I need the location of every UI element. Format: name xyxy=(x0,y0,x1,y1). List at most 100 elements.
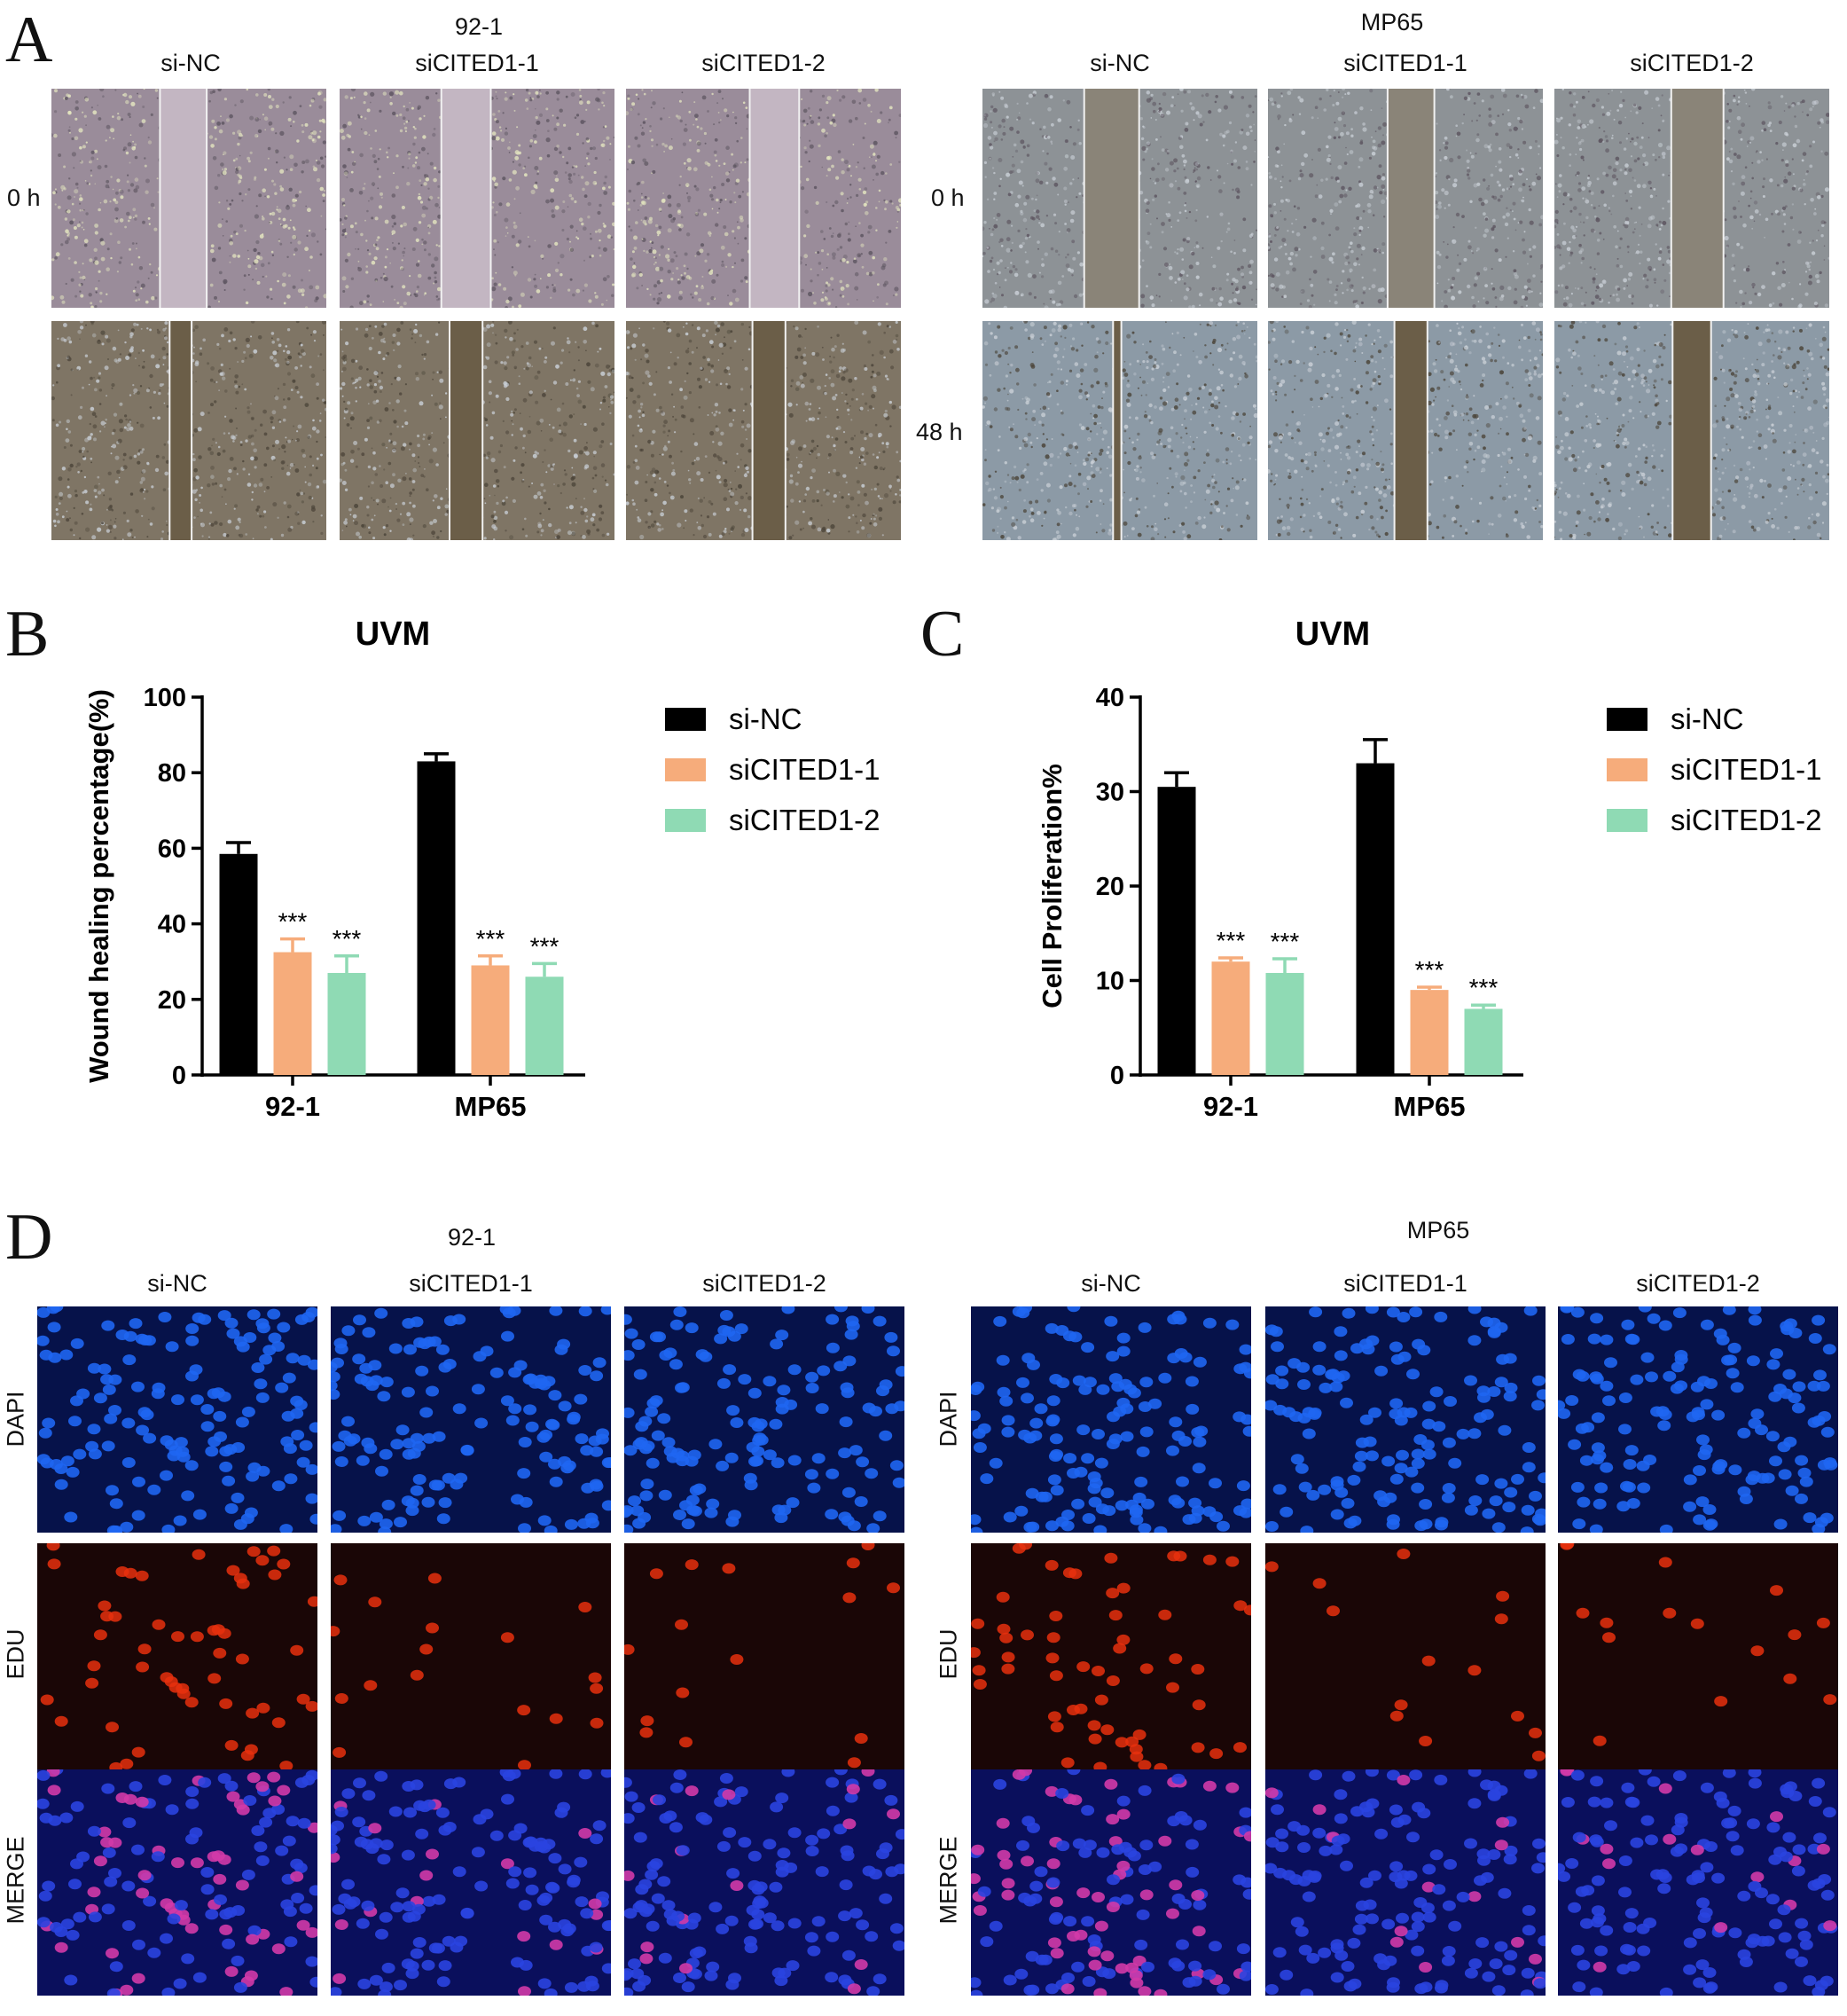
fluorescence-image-mp65-sicited1-2-dapi xyxy=(1558,1306,1838,1533)
fluorescence-image-mp65-si-nc-edu xyxy=(971,1543,1251,1769)
significance-stars: *** xyxy=(530,932,560,960)
wound-image-92-1-si-nc-0h xyxy=(51,89,326,308)
wound-image-92-1-si-nc-48h xyxy=(51,321,326,540)
panel-d-mp65-col-sicited1-2: siCITED1-2 xyxy=(1636,1270,1760,1297)
panel-d-92-1-row-dapi: DAPI xyxy=(2,1391,29,1447)
panel-a-92-1-col-si-nc: si-NC xyxy=(160,50,221,76)
legend-label: siCITED1-1 xyxy=(729,753,880,786)
y-axis-label: Cell Proliferation% xyxy=(1037,764,1068,1008)
wound-image-92-1-sicited1-2-0h xyxy=(626,89,901,308)
significance-stars: *** xyxy=(333,925,362,953)
panel-d-mp65-row-edu: EDU xyxy=(935,1628,962,1680)
panel-c-letter: C xyxy=(920,598,965,671)
y-tick-label: 80 xyxy=(158,759,186,788)
chart-title: UVM xyxy=(1295,616,1370,653)
panel-b-letter: B xyxy=(5,598,50,671)
panel-a-mp65-row-48h: 48 h xyxy=(916,419,963,445)
y-axis-label: Wound healing percentage(%) xyxy=(83,689,114,1083)
panel-d-mp65-row-dapi: DAPI xyxy=(935,1391,962,1447)
fluorescence-image-mp65-si-nc-merge xyxy=(971,1769,1251,1996)
chart-title: UVM xyxy=(356,616,430,653)
y-tick-label: 10 xyxy=(1096,968,1124,996)
bar xyxy=(273,952,312,1075)
fluorescence-image-92-1-sicited1-1-dapi xyxy=(331,1306,611,1533)
legend-label: si-NC xyxy=(729,702,802,735)
panel-b-bar-chart: UVM Wound healing percentage(%) 0 20 40 60 80 1… xyxy=(83,616,880,1122)
legend-swatch xyxy=(665,708,706,731)
fluorescence-image-92-1-si-nc-dapi xyxy=(37,1306,317,1533)
panel-a-mp65-col-sicited1-2: siCITED1-2 xyxy=(1630,50,1754,76)
panel-d-mp65-title: MP65 xyxy=(1406,1217,1470,1243)
fluorescence-image-92-1-sicited1-1-edu xyxy=(331,1543,611,1769)
panel-d-92-1-row-edu: EDU xyxy=(2,1628,29,1680)
bar xyxy=(327,972,366,1075)
bar xyxy=(1410,990,1449,1075)
panel-a-92-1-col-sicited1-1: siCITED1-1 xyxy=(415,50,539,76)
fluorescence-image-mp65-sicited1-2-edu xyxy=(1558,1543,1838,1769)
fluorescence-image-92-1-si-nc-edu xyxy=(37,1543,317,1769)
fluorescence-image-92-1-sicited1-2-merge xyxy=(624,1769,904,1996)
bar xyxy=(1157,787,1196,1075)
panel-d-92-1-col-sicited1-2: siCITED1-2 xyxy=(702,1270,826,1297)
wound-image-mp65-si-nc-48h xyxy=(982,321,1257,540)
legend-swatch xyxy=(1607,708,1647,731)
y-tick-label: 0 xyxy=(1110,1062,1124,1090)
bar xyxy=(219,853,258,1075)
fluorescence-image-mp65-sicited1-2-merge xyxy=(1558,1769,1838,1996)
y-tick-label: 0 xyxy=(172,1062,186,1090)
wound-image-mp65-si-nc-0h xyxy=(982,89,1257,308)
significance-stars: *** xyxy=(278,908,308,936)
panel-d-mp65-col-sicited1-1: siCITED1-1 xyxy=(1343,1270,1467,1297)
y-tick-label: 20 xyxy=(158,986,186,1015)
y-tick-label: 30 xyxy=(1096,779,1124,807)
y-tick-label: 40 xyxy=(1096,684,1124,712)
y-tick-label: 60 xyxy=(158,835,186,863)
panel-c-bar-chart: UVM Cell Proliferation% 0 10 20 30 40 92-1 *** **… xyxy=(1037,616,1822,1122)
panel-a-mp65-title: MP65 xyxy=(1360,9,1424,35)
legend-label: si-NC xyxy=(1671,702,1743,735)
fluorescence-image-mp65-si-nc-dapi xyxy=(971,1306,1251,1533)
panel-a-92-1-col-sicited1-2: siCITED1-2 xyxy=(701,50,826,76)
panel-d-92-1-col-sicited1-1: siCITED1-1 xyxy=(409,1270,533,1297)
bar xyxy=(1356,763,1395,1075)
fluorescence-image-92-1-sicited1-1-merge xyxy=(331,1769,611,1996)
bar xyxy=(417,761,456,1075)
bar xyxy=(1464,1008,1503,1075)
y-tick-label: 40 xyxy=(158,911,186,939)
bar xyxy=(1211,961,1250,1075)
panel-d-92-1-row-merge: MERGE xyxy=(2,1836,29,1925)
wound-image-92-1-sicited1-2-48h xyxy=(626,321,901,540)
panel-d-letter: D xyxy=(5,1201,53,1274)
wound-image-mp65-sicited1-2-48h xyxy=(1554,321,1829,540)
fluorescence-image-92-1-si-nc-merge xyxy=(37,1769,317,1996)
wound-image-92-1-sicited1-1-48h xyxy=(340,321,614,540)
fluorescence-image-92-1-sicited1-2-edu xyxy=(624,1543,904,1769)
bar xyxy=(525,977,564,1075)
wound-image-92-1-sicited1-1-0h xyxy=(340,89,614,308)
fluorescence-image-mp65-sicited1-1-dapi xyxy=(1265,1306,1546,1533)
panel-a-mp65-col-si-nc: si-NC xyxy=(1090,50,1150,76)
panel-d-92-1-title: 92-1 xyxy=(447,1224,497,1251)
wound-image-mp65-sicited1-1-48h xyxy=(1268,321,1543,540)
legend-swatch xyxy=(665,758,706,781)
panel-a-mp65-row-0h: 0 h xyxy=(931,184,965,211)
panel-d-mp65-row-merge: MERGE xyxy=(935,1836,962,1925)
panel-a-92-1-row-0h: 0 h xyxy=(7,184,41,211)
legend-swatch xyxy=(1607,758,1647,781)
x-category-label: 92-1 xyxy=(1203,1091,1258,1122)
fluorescence-image-92-1-sicited1-2-dapi xyxy=(624,1306,904,1533)
y-tick-label: 100 xyxy=(144,684,186,712)
fluorescence-image-mp65-sicited1-1-merge xyxy=(1265,1769,1546,1996)
legend-swatch xyxy=(665,809,706,832)
panel-d-mp65-col-si-nc: si-NC xyxy=(1081,1270,1141,1297)
legend-label: siCITED1-2 xyxy=(1671,804,1822,836)
wound-image-mp65-sicited1-1-0h xyxy=(1268,89,1543,308)
x-category-label: MP65 xyxy=(455,1091,527,1122)
bar xyxy=(1265,972,1304,1075)
significance-stars: *** xyxy=(1217,927,1246,954)
x-category-label: MP65 xyxy=(1394,1091,1466,1122)
wound-image-mp65-sicited1-2-0h xyxy=(1554,89,1829,308)
significance-stars: *** xyxy=(1415,956,1444,984)
panel-a-letter: A xyxy=(5,4,53,76)
significance-stars: *** xyxy=(1271,928,1300,955)
